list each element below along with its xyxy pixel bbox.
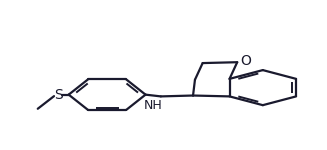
Text: O: O bbox=[240, 54, 251, 68]
Text: S: S bbox=[55, 88, 63, 102]
Text: NH: NH bbox=[143, 99, 162, 112]
